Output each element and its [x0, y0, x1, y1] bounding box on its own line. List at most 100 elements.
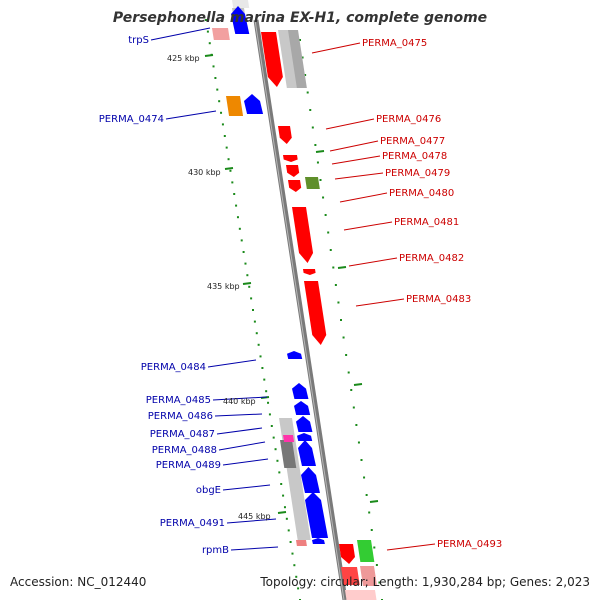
tick-dot	[280, 483, 283, 485]
reverse-gene-perma-0486	[294, 401, 311, 415]
leader-trps	[150, 27, 211, 41]
gene-label-perma-0486[interactable]: PERMA_0486	[148, 411, 213, 422]
tick-dot	[355, 424, 358, 426]
tick-dot	[283, 506, 286, 509]
tick-dot	[218, 100, 221, 103]
tick-dot	[291, 552, 294, 555]
gene-pink	[360, 566, 378, 586]
gene-label-perma-0484[interactable]: PERMA_0484	[141, 362, 206, 373]
reverse-gene-perma-0491	[305, 492, 329, 538]
grey-track	[232, 0, 250, 8]
forward-gene-perma-0476	[278, 126, 292, 144]
tick-dot	[220, 111, 223, 114]
major-tick	[242, 282, 252, 285]
leader-perma-0480	[339, 192, 388, 203]
tick-dot	[276, 459, 279, 462]
tick-dot	[365, 494, 368, 496]
gene-label-perma-0485[interactable]: PERMA_0485	[146, 395, 211, 406]
tick-dot	[225, 146, 228, 149]
gene-label-perma-0474[interactable]: PERMA_0474	[99, 114, 164, 125]
tick-dot	[265, 390, 268, 393]
tick-dot	[253, 320, 256, 323]
leader-perma-0485	[212, 396, 268, 401]
tick-dot	[293, 564, 296, 567]
tick-dot	[229, 169, 232, 172]
tick-dot	[272, 436, 275, 439]
gene-label-perma-0480[interactable]: PERMA_0480	[389, 188, 454, 199]
major-tick	[369, 500, 379, 503]
gene-label-perma-0481[interactable]: PERMA_0481	[394, 217, 459, 228]
tick-dot	[255, 332, 258, 335]
leader-perma-0479	[334, 172, 384, 180]
major-tick	[337, 266, 347, 269]
tick-dot	[252, 309, 254, 311]
forward-gene-perma-0493	[339, 544, 355, 564]
tick-dot	[240, 239, 243, 242]
tick-dot	[316, 161, 319, 164]
tick-dot	[244, 262, 247, 265]
tick-dot	[214, 77, 217, 79]
gene-label-obge[interactable]: obgE	[196, 485, 221, 496]
gene-label-perma-0478[interactable]: PERMA_0478	[382, 151, 447, 162]
genome-backbone	[253, 19, 348, 600]
reverse-gene-trps	[231, 6, 250, 34]
tick-dot	[274, 448, 277, 451]
tick-dot	[242, 251, 245, 253]
reverse-gene-perma-0485	[292, 383, 309, 399]
tick-dot	[289, 541, 292, 543]
reverse-gene-rpmb	[312, 538, 325, 544]
tick-dot	[309, 109, 312, 111]
gene-label-perma-0491[interactable]: PERMA_0491	[160, 518, 225, 529]
grey-track	[288, 30, 307, 88]
tick-dot	[250, 297, 253, 300]
major-tick	[224, 167, 234, 170]
gene-label-perma-0477[interactable]: PERMA_0477	[380, 136, 445, 147]
forward-gene-perma-0481	[292, 207, 314, 263]
gene-label-perma-0483[interactable]: PERMA_0483	[406, 294, 471, 305]
gene-label-perma-0487[interactable]: PERMA_0487	[150, 429, 215, 440]
tick-dot	[233, 193, 236, 195]
major-tick	[204, 54, 214, 57]
major-tick	[315, 150, 325, 153]
gene-pink	[212, 28, 230, 40]
reverse-gene-perma-0488	[297, 433, 313, 441]
tick-dot	[263, 378, 266, 381]
gene-label-perma-0482[interactable]: PERMA_0482	[399, 253, 464, 264]
genome-backbone-highlight	[254, 19, 345, 600]
gene-label-perma-0475[interactable]: PERMA_0475	[362, 38, 427, 49]
tick-dot	[231, 181, 234, 184]
forward-gene-perma-0475	[261, 32, 283, 87]
tick-dot	[360, 459, 363, 461]
gene-label-trps[interactable]: trpS	[128, 35, 149, 46]
tick-dot	[278, 471, 281, 474]
tick-dot	[370, 529, 373, 531]
gene-pink	[296, 540, 307, 546]
tick-dot	[261, 367, 264, 369]
leader-perma-0486	[214, 413, 263, 417]
tick-dot	[287, 529, 290, 532]
tick-dot	[337, 301, 340, 304]
tick-dot	[357, 441, 360, 444]
gene-label-rpmb[interactable]: rpmB	[202, 545, 229, 556]
tick-dot	[248, 285, 251, 288]
tick-dot	[212, 65, 215, 68]
tick-dot	[311, 126, 314, 129]
leader-obge	[222, 484, 271, 491]
reverse-gene-obge	[301, 467, 320, 493]
gene-label-perma-0489[interactable]: PERMA_0489	[156, 460, 221, 471]
scale-label-440: 440 kbp	[223, 397, 256, 406]
gene-label-perma-0488[interactable]: PERMA_0488	[152, 445, 217, 456]
gene-label-perma-0479[interactable]: PERMA_0479	[385, 168, 450, 179]
tick-dot	[322, 196, 325, 199]
tick-dot	[238, 227, 241, 230]
tick-dot	[299, 39, 301, 41]
gene-label-perma-0493[interactable]: PERMA_0493	[437, 539, 502, 550]
tick-dot	[324, 214, 327, 216]
tick-dot	[350, 389, 353, 391]
reverse-gene-perma-0489	[298, 440, 316, 466]
leader-perma-0487	[216, 427, 263, 435]
tick-dot	[297, 587, 300, 590]
gene-label-perma-0476[interactable]: PERMA_0476	[376, 114, 441, 125]
tick-dot	[342, 336, 345, 339]
forward-gene-perma-0483	[304, 281, 327, 345]
